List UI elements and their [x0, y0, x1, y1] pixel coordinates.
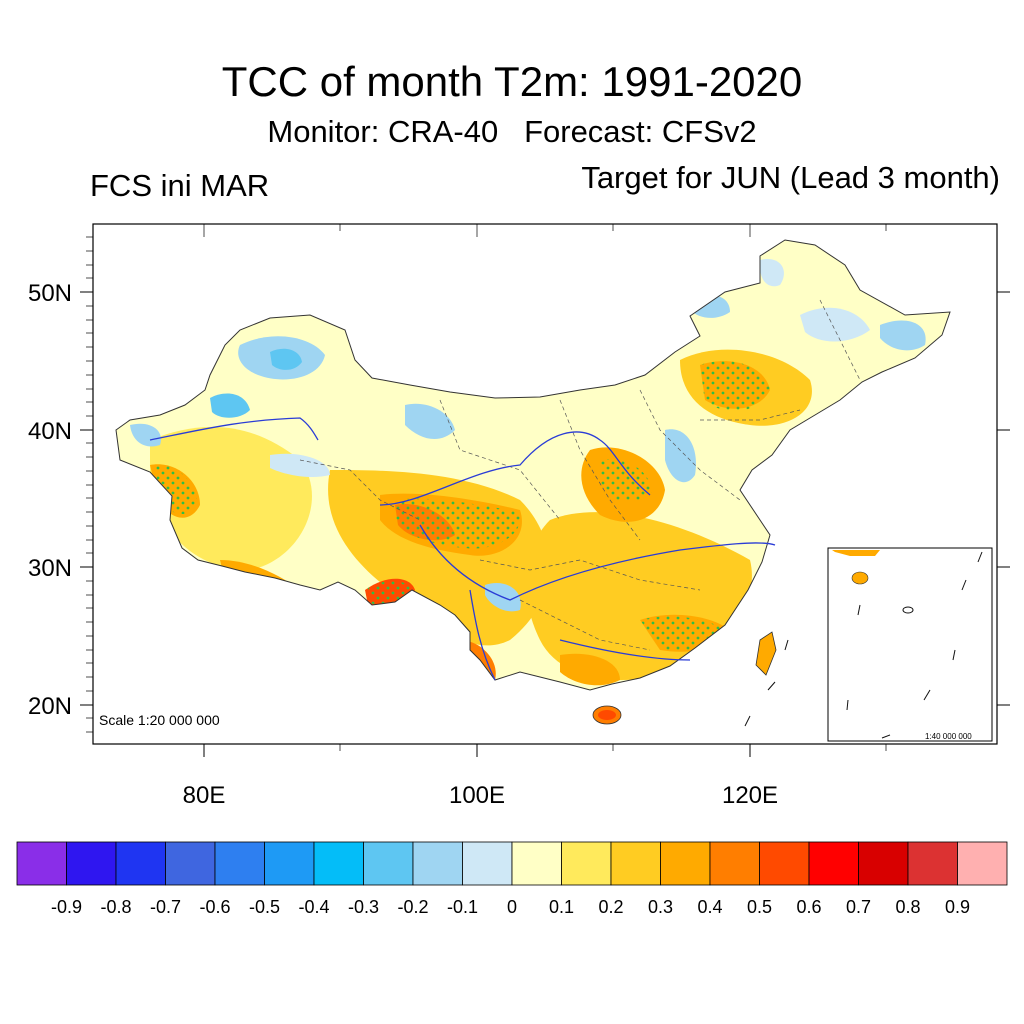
country-border	[115, 239, 951, 691]
colorbar-swatch	[363, 841, 414, 886]
colorbar-label: -0.2	[397, 897, 428, 917]
lat-label-50n: 50N	[28, 280, 72, 307]
colorbar-label: 0.7	[846, 897, 871, 917]
colorbar-swatch	[214, 841, 265, 886]
lon-label-80e: 80E	[183, 782, 226, 809]
rivers	[149, 417, 776, 681]
colorbar-label: -0.9	[51, 897, 82, 917]
colorbar-swatch	[313, 841, 364, 886]
colorbar-swatch	[462, 841, 513, 886]
lon-label-100e: 100E	[449, 782, 505, 809]
colorbar-swatch	[660, 841, 711, 886]
colorbar-label: -0.5	[249, 897, 280, 917]
colorbar-label: 0	[507, 897, 517, 917]
colorbar-swatch	[957, 841, 1008, 886]
taiwan-island	[755, 631, 777, 676]
colorbar-swatch	[610, 841, 661, 886]
chart-title: TCC of month T2m: 1991-2020	[221, 58, 803, 105]
islands	[744, 639, 789, 727]
chart-subtitle: Monitor: CRA-40 Forecast: CFSv2	[267, 114, 757, 149]
colorbar-label: 0.8	[895, 897, 920, 917]
minor-ticks	[86, 224, 887, 751]
colorbar-label: -0.6	[199, 897, 230, 917]
colorbar-swatch	[264, 841, 315, 886]
colorbar-label: 0.3	[648, 897, 673, 917]
axis-labels: 50N 40N 30N 20N 80E 100E 120E	[28, 280, 778, 809]
colorbar-label: -0.1	[447, 897, 478, 917]
main-scale: Scale 1:20 000 000	[99, 712, 220, 728]
lat-label-30n: 30N	[28, 555, 72, 582]
colorbar-swatch	[66, 841, 117, 886]
colorbar-label: 0.6	[796, 897, 821, 917]
china-map: 1:40 000 000 Scale 1:20 000 000	[28, 223, 1010, 809]
colorbar-label: -0.4	[298, 897, 329, 917]
colorbar-swatch	[16, 841, 67, 886]
init-label: FCS ini MAR	[90, 168, 270, 203]
colorbar-swatch	[511, 841, 562, 886]
colorbar-swatch	[709, 841, 760, 886]
lon-label-120e: 120E	[722, 782, 778, 809]
colorbar-label: 0.5	[747, 897, 772, 917]
colorbar-swatch	[412, 841, 463, 886]
colorbar-label: -0.7	[150, 897, 181, 917]
lat-label-40n: 40N	[28, 418, 72, 445]
colorbar-swatch	[808, 841, 859, 886]
colorbar-label: 0.9	[945, 897, 970, 917]
colorbar-label: 0.4	[697, 897, 722, 917]
province-borders	[299, 299, 861, 651]
colorbar-swatch	[165, 841, 216, 886]
inset-scale: 1:40 000 000	[925, 732, 972, 741]
colorbar-label: -0.8	[100, 897, 131, 917]
colorbar-swatch	[858, 841, 909, 886]
south-china-sea-inset: 1:40 000 000	[827, 547, 993, 742]
colorbar-label: 0.2	[598, 897, 623, 917]
colorbar-swatch	[907, 841, 958, 886]
lat-label-20n: 20N	[28, 693, 72, 720]
target-label: Target for JUN (Lead 3 month)	[581, 160, 1000, 195]
colorbar-swatch	[759, 841, 810, 886]
colorbar-label: -0.3	[348, 897, 379, 917]
colorbar-swatch	[115, 841, 166, 886]
colorbar-swatch	[561, 841, 612, 886]
axis-ticks	[80, 291, 1010, 757]
colorbar-label: 0.1	[549, 897, 574, 917]
